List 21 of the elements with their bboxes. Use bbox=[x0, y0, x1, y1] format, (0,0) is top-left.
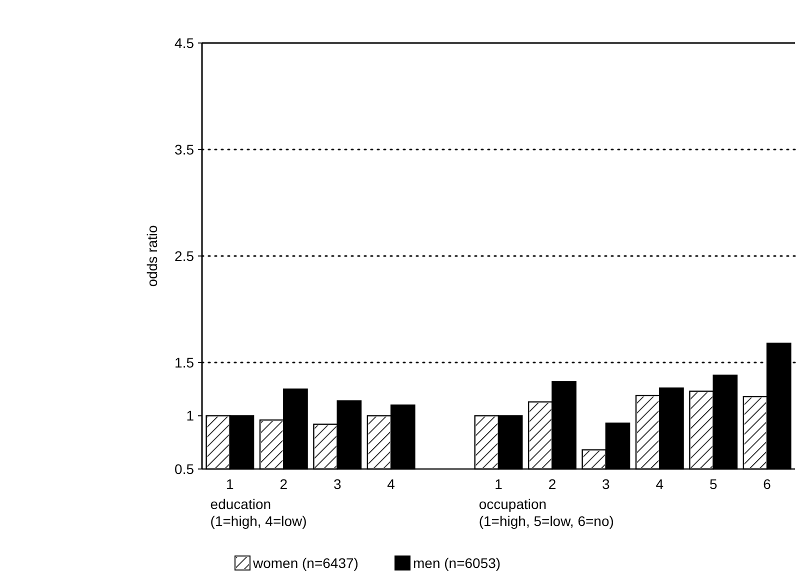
x-tick-label: 3 bbox=[602, 476, 610, 492]
x-tick-label: 2 bbox=[280, 476, 288, 492]
legend-label: men (n=6053) bbox=[413, 555, 501, 571]
x-tick-label: 6 bbox=[763, 476, 772, 492]
y-tick-label: 1.5 bbox=[174, 354, 194, 370]
x-tick-label: 1 bbox=[494, 476, 503, 492]
legend-label: women (n=6437) bbox=[252, 555, 358, 571]
x-tick-label: 2 bbox=[548, 476, 556, 492]
y-tick-label: 0.5 bbox=[174, 460, 194, 477]
x-tick-label: 4 bbox=[656, 476, 664, 492]
x-tick-label: 4 bbox=[387, 476, 396, 492]
y-tick-label: 1 bbox=[186, 408, 194, 424]
x-tick-label: 1 bbox=[226, 476, 234, 492]
x-tick-label: 3 bbox=[333, 476, 342, 492]
text: occupation (1=high, 5=low, 6=no) bbox=[478, 496, 614, 529]
x-tick-label: 5 bbox=[709, 476, 718, 492]
text: education (1=high, 4=low) bbox=[210, 496, 307, 529]
y-tick-label: 2.5 bbox=[174, 248, 194, 264]
y-axis-title: odds ratio bbox=[144, 225, 160, 287]
y-tick-label: 4.5 bbox=[174, 34, 194, 51]
y-tick-label: 3.5 bbox=[174, 141, 194, 158]
